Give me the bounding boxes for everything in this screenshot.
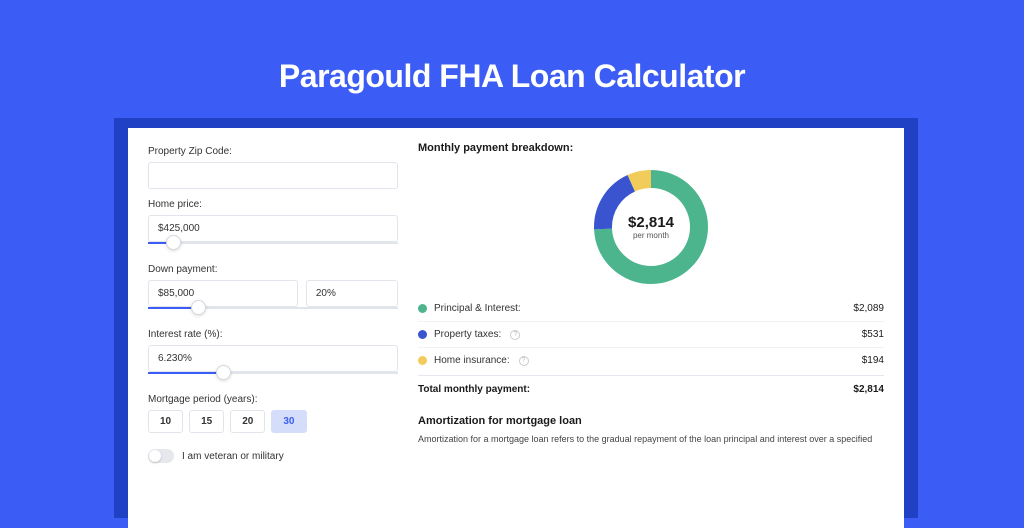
legend-dot: [418, 330, 427, 339]
period-btn-15[interactable]: 15: [189, 410, 224, 433]
page-title: Paragould FHA Loan Calculator: [0, 0, 1024, 113]
mortgage-period-label: Mortgage period (years):: [148, 394, 398, 405]
total-label: Total monthly payment:: [418, 384, 530, 395]
mortgage-period-group: 10 15 20 30: [148, 410, 398, 433]
down-payment-slider[interactable]: [148, 305, 398, 319]
zip-label: Property Zip Code:: [148, 146, 398, 157]
breakdown-title: Monthly payment breakdown:: [418, 142, 884, 154]
donut-sublabel: per month: [628, 231, 674, 240]
down-payment-label: Down payment:: [148, 264, 398, 275]
legend-label: Property taxes:: [434, 329, 501, 340]
legend-label: Principal & Interest:: [434, 303, 521, 314]
legend-value: $194: [862, 355, 884, 366]
down-payment-input[interactable]: [148, 280, 298, 307]
breakdown-column: Monthly payment breakdown: $2,814 per mo…: [418, 142, 884, 514]
home-price-input[interactable]: [148, 215, 398, 242]
veteran-label: I am veteran or military: [182, 451, 284, 462]
legend-row-0: Principal & Interest: $2,089: [418, 296, 884, 322]
zip-input[interactable]: [148, 162, 398, 189]
veteran-toggle[interactable]: [148, 449, 174, 463]
home-price-label: Home price:: [148, 199, 398, 210]
legend-row-2: Home insurance:? $194: [418, 348, 884, 373]
amortization-title: Amortization for mortgage loan: [418, 415, 884, 427]
donut-chart: $2,814 per month: [418, 162, 884, 296]
legend-row-1: Property taxes:? $531: [418, 322, 884, 348]
legend-dot: [418, 304, 427, 313]
total-value: $2,814: [853, 384, 884, 395]
info-icon[interactable]: ?: [510, 330, 520, 340]
legend-value: $531: [862, 329, 884, 340]
period-btn-30[interactable]: 30: [271, 410, 306, 433]
form-column: Property Zip Code: Home price: Down paym…: [148, 142, 398, 514]
amortization-text: Amortization for a mortgage loan refers …: [418, 433, 884, 447]
legend-value: $2,089: [853, 303, 884, 314]
total-row: Total monthly payment: $2,814: [418, 375, 884, 405]
legend-dot: [418, 356, 427, 365]
info-icon[interactable]: ?: [519, 356, 529, 366]
interest-rate-label: Interest rate (%):: [148, 329, 398, 340]
down-payment-pct-input[interactable]: [306, 280, 398, 307]
calculator-card: Property Zip Code: Home price: Down paym…: [128, 128, 904, 528]
donut-amount: $2,814: [628, 214, 674, 231]
home-price-slider[interactable]: [148, 240, 398, 254]
interest-rate-slider[interactable]: [148, 370, 398, 384]
interest-rate-input[interactable]: [148, 345, 398, 372]
legend-label: Home insurance:: [434, 355, 510, 366]
period-btn-10[interactable]: 10: [148, 410, 183, 433]
period-btn-20[interactable]: 20: [230, 410, 265, 433]
